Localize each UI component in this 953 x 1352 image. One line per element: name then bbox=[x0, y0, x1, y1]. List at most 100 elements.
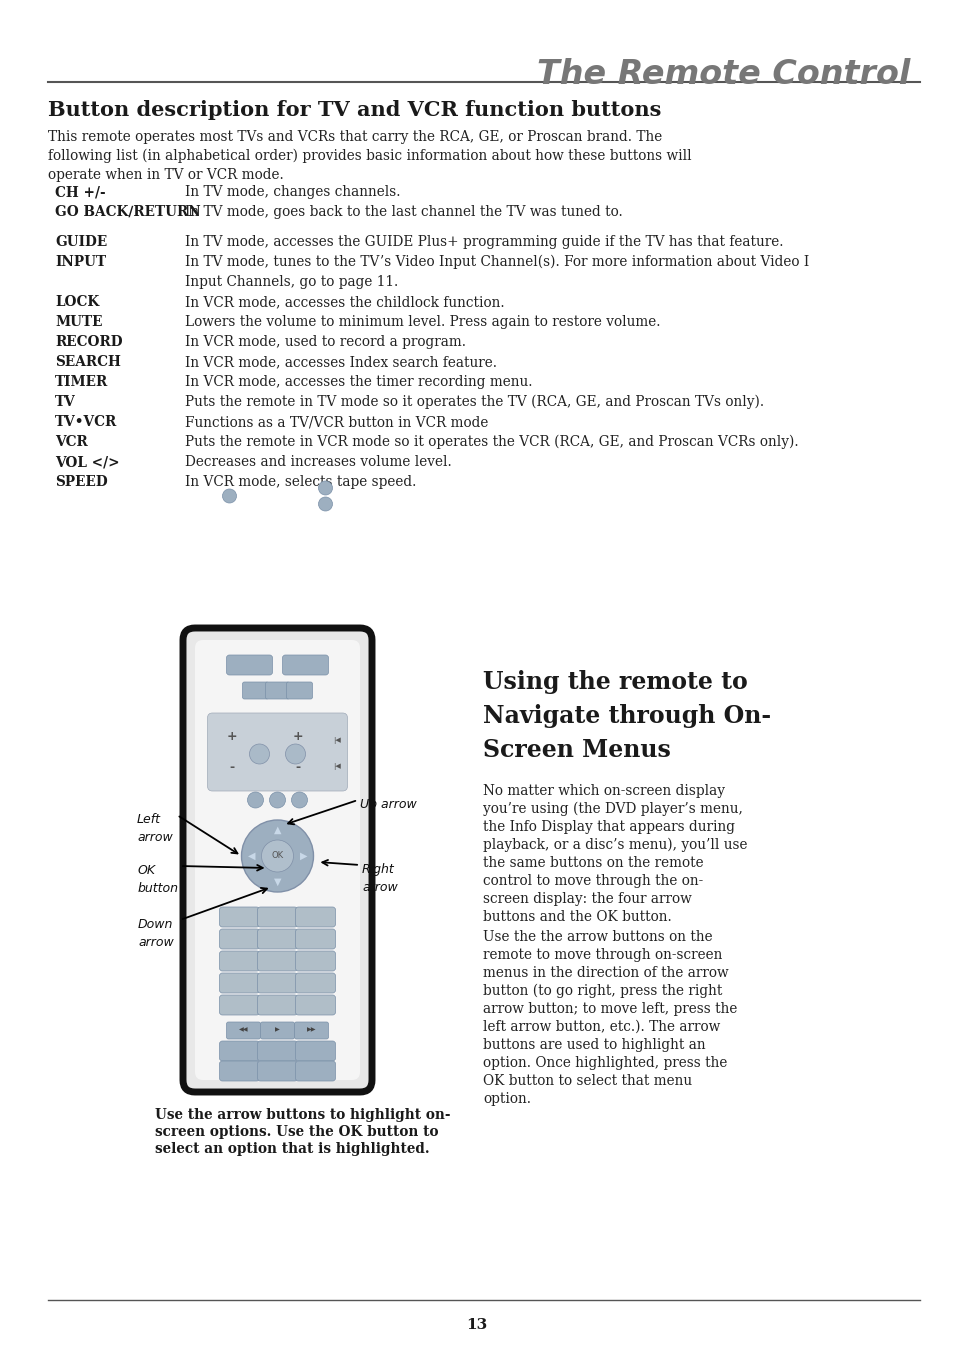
Text: select an option that is highlighted.: select an option that is highlighted. bbox=[154, 1142, 429, 1156]
Circle shape bbox=[250, 744, 269, 764]
Text: GUIDE: GUIDE bbox=[55, 235, 107, 249]
Text: button: button bbox=[138, 882, 179, 895]
Text: INPUT: INPUT bbox=[55, 256, 106, 269]
Text: buttons are used to highlight an: buttons are used to highlight an bbox=[482, 1038, 705, 1052]
Text: screen options. Use the OK button to: screen options. Use the OK button to bbox=[154, 1125, 438, 1138]
FancyBboxPatch shape bbox=[219, 973, 259, 992]
Text: option. Once highlighted, press the: option. Once highlighted, press the bbox=[482, 1056, 726, 1069]
FancyBboxPatch shape bbox=[265, 681, 289, 699]
Text: OK: OK bbox=[138, 864, 156, 877]
FancyBboxPatch shape bbox=[257, 907, 297, 927]
Text: you’re using (the DVD player’s menu,: you’re using (the DVD player’s menu, bbox=[482, 802, 742, 817]
Text: the Info Display that appears during: the Info Display that appears during bbox=[482, 821, 734, 834]
Text: SEARCH: SEARCH bbox=[55, 356, 121, 369]
Text: Puts the remote in TV mode so it operates the TV (RCA, GE, and Proscan TVs only): Puts the remote in TV mode so it operate… bbox=[185, 395, 763, 410]
Text: arrow: arrow bbox=[137, 831, 172, 844]
FancyBboxPatch shape bbox=[295, 929, 335, 949]
FancyBboxPatch shape bbox=[242, 681, 268, 699]
Text: TV•VCR: TV•VCR bbox=[55, 415, 117, 429]
FancyBboxPatch shape bbox=[257, 929, 297, 949]
Text: In VCR mode, selects tape speed.: In VCR mode, selects tape speed. bbox=[185, 475, 416, 489]
Text: Use the arrow buttons to highlight on-: Use the arrow buttons to highlight on- bbox=[154, 1109, 450, 1122]
Circle shape bbox=[261, 840, 294, 872]
FancyBboxPatch shape bbox=[257, 995, 297, 1015]
FancyBboxPatch shape bbox=[257, 1041, 297, 1061]
Text: OK button to select that menu: OK button to select that menu bbox=[482, 1073, 691, 1088]
Text: playback, or a disc’s menu), you’ll use: playback, or a disc’s menu), you’ll use bbox=[482, 838, 747, 852]
FancyBboxPatch shape bbox=[226, 1022, 260, 1038]
FancyBboxPatch shape bbox=[226, 654, 273, 675]
Text: This remote operates most TVs and VCRs that carry the RCA, GE, or Proscan brand.: This remote operates most TVs and VCRs t… bbox=[48, 130, 661, 145]
Text: ▶▶: ▶▶ bbox=[307, 1028, 315, 1033]
Text: SPEED: SPEED bbox=[55, 475, 108, 489]
FancyBboxPatch shape bbox=[219, 1041, 259, 1061]
Text: Using the remote to: Using the remote to bbox=[482, 671, 747, 694]
Text: buttons and the OK button.: buttons and the OK button. bbox=[482, 910, 671, 923]
FancyBboxPatch shape bbox=[295, 1041, 335, 1061]
Text: Puts the remote in VCR mode so it operates the VCR (RCA, GE, and Proscan VCRs on: Puts the remote in VCR mode so it operat… bbox=[185, 435, 798, 449]
Text: +: + bbox=[226, 730, 236, 742]
Text: In TV mode, goes back to the last channel the TV was tuned to.: In TV mode, goes back to the last channe… bbox=[185, 206, 622, 219]
Text: In VCR mode, accesses the childlock function.: In VCR mode, accesses the childlock func… bbox=[185, 295, 504, 310]
FancyBboxPatch shape bbox=[257, 950, 297, 971]
Text: Up arrow: Up arrow bbox=[359, 798, 416, 811]
FancyBboxPatch shape bbox=[194, 639, 359, 1080]
Text: arrow: arrow bbox=[361, 882, 397, 894]
Text: |◀: |◀ bbox=[334, 763, 341, 769]
Text: In VCR mode, accesses Index search feature.: In VCR mode, accesses Index search featu… bbox=[185, 356, 497, 369]
Text: Functions as a TV/VCR button in VCR mode: Functions as a TV/VCR button in VCR mode bbox=[185, 415, 488, 429]
Text: following list (in alphabetical order) provides basic information about how thes: following list (in alphabetical order) p… bbox=[48, 149, 691, 164]
FancyBboxPatch shape bbox=[282, 654, 328, 675]
FancyBboxPatch shape bbox=[295, 973, 335, 992]
Text: LOCK: LOCK bbox=[55, 295, 99, 310]
FancyBboxPatch shape bbox=[219, 1061, 259, 1082]
FancyBboxPatch shape bbox=[257, 1061, 297, 1082]
Text: Left: Left bbox=[137, 813, 161, 826]
Text: Down: Down bbox=[138, 918, 173, 932]
Text: RECORD: RECORD bbox=[55, 335, 123, 349]
FancyBboxPatch shape bbox=[219, 907, 259, 927]
FancyBboxPatch shape bbox=[295, 995, 335, 1015]
FancyBboxPatch shape bbox=[219, 995, 259, 1015]
Circle shape bbox=[292, 792, 307, 808]
Text: control to move through the on-: control to move through the on- bbox=[482, 873, 702, 888]
Text: VCR: VCR bbox=[55, 435, 88, 449]
FancyBboxPatch shape bbox=[260, 1022, 294, 1038]
Circle shape bbox=[241, 821, 314, 892]
Text: -: - bbox=[229, 761, 233, 775]
Text: GO BACK∕RETURN: GO BACK∕RETURN bbox=[55, 206, 200, 219]
Text: arrow: arrow bbox=[138, 936, 173, 949]
Text: option.: option. bbox=[482, 1092, 531, 1106]
Text: ▼: ▼ bbox=[274, 877, 281, 887]
Text: menus in the direction of the arrow: menus in the direction of the arrow bbox=[482, 965, 728, 980]
Text: arrow button; to move left, press the: arrow button; to move left, press the bbox=[482, 1002, 737, 1015]
Text: +: + bbox=[292, 730, 302, 742]
FancyBboxPatch shape bbox=[219, 950, 259, 971]
FancyBboxPatch shape bbox=[208, 713, 347, 791]
Text: remote to move through on-screen: remote to move through on-screen bbox=[482, 948, 721, 963]
Text: VOL </>: VOL </> bbox=[55, 456, 119, 469]
Text: screen display: the four arrow: screen display: the four arrow bbox=[482, 892, 691, 906]
Text: OK: OK bbox=[272, 852, 283, 860]
Text: In TV mode, changes channels.: In TV mode, changes channels. bbox=[185, 185, 400, 199]
FancyBboxPatch shape bbox=[295, 1061, 335, 1082]
Text: MUTE: MUTE bbox=[55, 315, 102, 329]
Text: the same buttons on the remote: the same buttons on the remote bbox=[482, 856, 703, 869]
Text: TIMER: TIMER bbox=[55, 375, 108, 389]
Text: 13: 13 bbox=[466, 1318, 487, 1332]
Text: CH +/-: CH +/- bbox=[55, 185, 106, 199]
Text: No matter which on-screen display: No matter which on-screen display bbox=[482, 784, 724, 798]
Text: -: - bbox=[294, 761, 300, 775]
Text: In TV mode, tunes to the TV’s Video Input Channel(s). For more information about: In TV mode, tunes to the TV’s Video Inpu… bbox=[185, 256, 808, 269]
Circle shape bbox=[318, 481, 333, 495]
Text: ◀: ◀ bbox=[248, 850, 255, 861]
Text: ▲: ▲ bbox=[274, 825, 281, 836]
Text: |◀: |◀ bbox=[334, 737, 341, 744]
Text: ▶: ▶ bbox=[274, 1028, 279, 1033]
Text: The Remote Control: The Remote Control bbox=[536, 58, 909, 91]
Text: TV: TV bbox=[55, 395, 75, 410]
Text: In VCR mode, accesses the timer recording menu.: In VCR mode, accesses the timer recordin… bbox=[185, 375, 532, 389]
FancyBboxPatch shape bbox=[294, 1022, 328, 1038]
Text: Input Channels, go to page 11.: Input Channels, go to page 11. bbox=[185, 274, 397, 289]
Text: Use the the arrow buttons on the: Use the the arrow buttons on the bbox=[482, 930, 712, 944]
